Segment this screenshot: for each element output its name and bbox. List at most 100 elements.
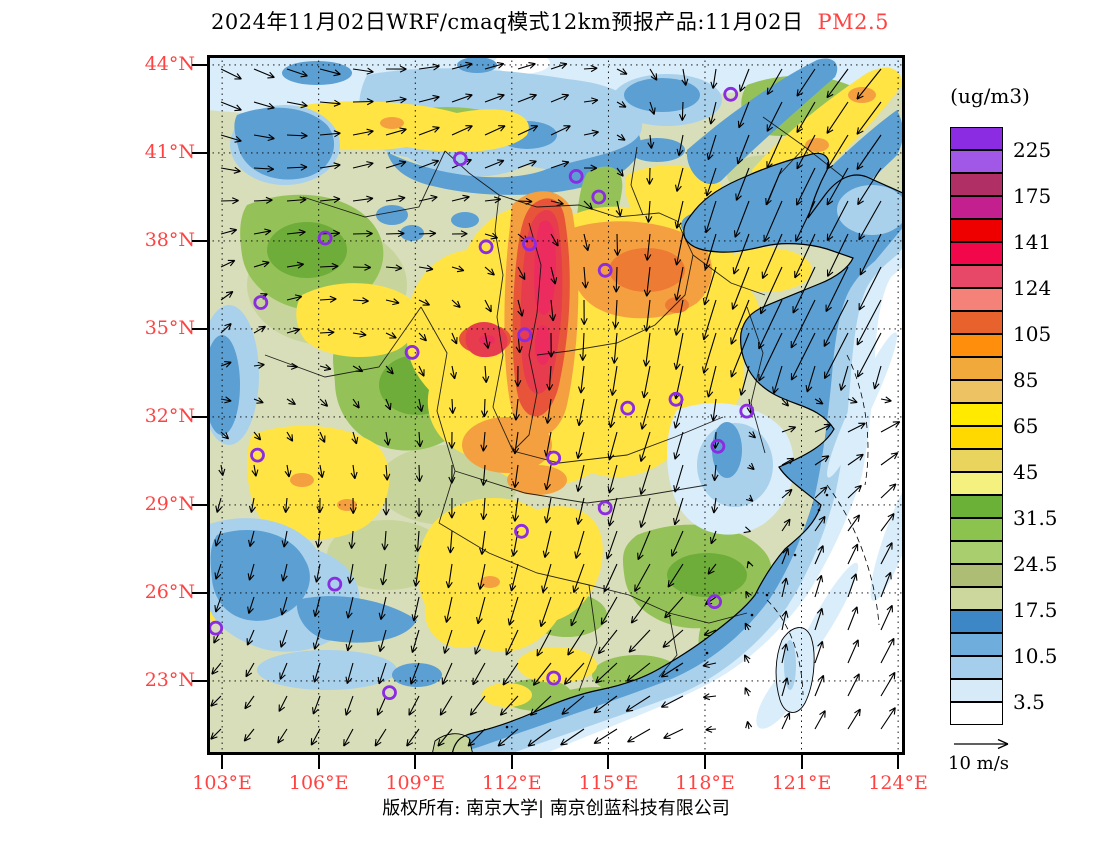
wind-arrow-icon <box>450 365 457 380</box>
legend-value-label: 124 <box>1013 276 1052 300</box>
wind-arrow-icon <box>497 728 519 747</box>
wind-arrow-icon <box>218 464 226 477</box>
pm25-fill-blob <box>667 553 747 597</box>
wind-arrow-icon <box>730 332 750 378</box>
wind-arrow-icon <box>408 695 420 716</box>
pm25-fill-blob <box>629 138 685 162</box>
wind-arrow-icon <box>667 563 684 588</box>
wind-arrow-icon <box>847 397 858 404</box>
wind-arrow-icon <box>253 68 275 79</box>
legend-swatch <box>950 426 1003 449</box>
wind-arrow-icon <box>418 229 437 238</box>
pm25-fill-blob <box>462 417 552 473</box>
wind-arrow-icon <box>616 167 624 177</box>
legend-value-label: 141 <box>1013 230 1052 254</box>
lat-tick-label: 35°N <box>144 316 195 339</box>
yellow-north-band <box>277 101 529 152</box>
wind-arrow-icon <box>282 497 290 513</box>
wind-arrow-icon <box>796 134 816 170</box>
pm25-fill-blob <box>267 222 347 278</box>
wind-arrow-icon <box>603 563 618 593</box>
wind-arrow-icon <box>600 596 618 626</box>
wind-arrow-icon <box>517 299 525 317</box>
lon-tick-label: 106°E <box>288 772 349 794</box>
wind-arrow-icon <box>676 134 684 157</box>
city-marker-circle <box>723 86 739 102</box>
wind-arrow-icon <box>279 662 288 680</box>
wind-arrow-icon <box>583 64 598 73</box>
wind-arrow-icon <box>351 431 359 445</box>
wind-arrow-icon <box>385 298 400 306</box>
pm25-fill-blob <box>507 465 567 495</box>
wind-arrow-icon <box>796 68 816 97</box>
wind-arrow-icon <box>319 99 341 107</box>
wind-arrow-icon <box>345 662 354 684</box>
wind-arrow-icon <box>210 695 222 707</box>
wind-arrow-icon <box>826 68 849 99</box>
yellow-west <box>296 283 417 358</box>
wind-arrow-icon <box>319 262 339 270</box>
wind-arrow-icon <box>766 101 783 132</box>
blue-sw <box>210 529 310 621</box>
wind-arrow-icon <box>286 163 308 171</box>
wind-arrow-icon <box>747 462 755 471</box>
wind-arrow-icon <box>711 464 719 482</box>
wind-arrow-icon <box>418 194 438 202</box>
wind-arrow-icon <box>739 68 750 93</box>
wind-arrow-icon <box>532 662 552 686</box>
wind-arrow-icon <box>484 299 492 313</box>
wind-arrow-icon <box>702 299 717 341</box>
wind-arrow-icon <box>512 398 520 421</box>
pm25-fill-blob <box>257 650 397 690</box>
wind-arrow-icon <box>639 431 651 462</box>
legend-units-label: (ug/m3) <box>950 84 1030 108</box>
wind-arrow-icon <box>795 200 816 242</box>
wind-arrow-icon <box>385 195 406 203</box>
copyright-text: 版权所有: 南京大学| 南京创蓝科技有限公司 <box>382 798 730 819</box>
wind-arrow-icon <box>280 596 288 616</box>
wind-arrow-icon <box>483 332 491 349</box>
wind-arrow-icon <box>781 425 797 433</box>
wind-arrow-icon <box>343 728 354 747</box>
island-speck <box>505 725 509 729</box>
province-border <box>512 392 538 452</box>
wind-arrow-icon <box>673 299 684 336</box>
wind-arrow-icon <box>772 365 783 394</box>
wind-arrow-icon <box>637 530 651 561</box>
wind-arrow-icon <box>310 728 321 746</box>
wind-arrow-icon <box>615 200 623 217</box>
legend-swatch <box>950 610 1003 633</box>
wind-arrow-icon <box>352 330 367 338</box>
city-marker-circle <box>382 685 397 700</box>
wind-arrow-icon <box>796 167 816 206</box>
wind-arrow-icon <box>220 68 242 80</box>
wind-arrow-icon <box>245 662 255 678</box>
legend-swatch <box>950 518 1003 541</box>
wind-arrow-icon <box>730 299 750 345</box>
wind-arrow-icon <box>702 266 717 306</box>
wind-arrow-icon <box>286 327 301 335</box>
wind-arrow-icon <box>660 662 684 678</box>
pm25-fill-blob <box>535 325 551 365</box>
pm25-fill-blob <box>837 185 907 235</box>
legend-swatch <box>950 288 1003 311</box>
lat-tick-label: 38°N <box>144 228 195 251</box>
wind-arrow-icon <box>416 398 424 413</box>
wind-arrow-icon <box>826 200 849 242</box>
wind-arrow-icon <box>856 101 882 135</box>
province-border <box>628 594 748 624</box>
island-speck <box>675 668 679 672</box>
wind-arrow-icon <box>220 322 232 334</box>
wind-arrow-icon <box>670 530 684 557</box>
wind-arrow-icon <box>439 695 453 716</box>
province-border <box>264 306 422 378</box>
pm25-fill-blob <box>480 576 500 588</box>
wind-arrow-icon <box>642 332 651 367</box>
wind-arrow-icon <box>550 233 559 247</box>
wind-arrow-icon <box>703 629 717 637</box>
wind-arrow-icon <box>220 396 232 404</box>
wind-arrow-icon <box>707 563 717 575</box>
city-marker-circle <box>591 189 607 205</box>
wind-arrow-icon <box>352 128 374 136</box>
wind-arrow-icon <box>575 464 585 492</box>
